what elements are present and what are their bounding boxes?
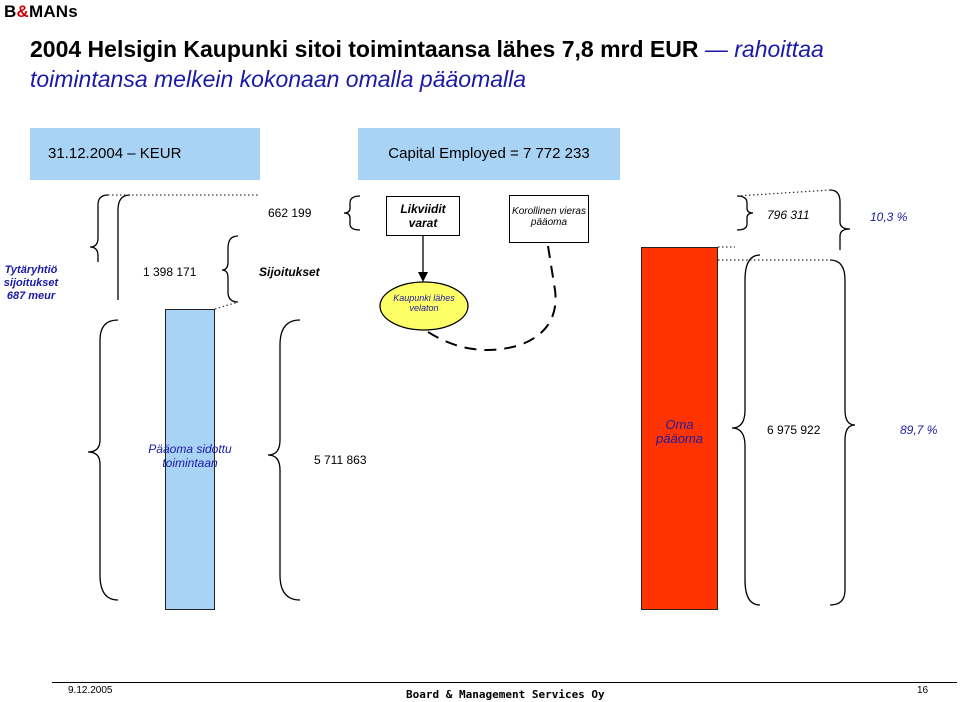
sijoitukset-label: Sijoitukset [259,265,320,279]
dotted-line-sij [214,301,239,310]
likviidit-box: Likviidit varat [386,196,460,236]
slide-title: 2004 Helsigin Kaupunki sitoi toimintaans… [30,34,940,94]
brace-sijoitukset [221,235,239,303]
date-header-box [30,128,260,180]
kaupunki-ellipse [379,281,469,331]
footer-divider [52,682,957,683]
brace-bottom-left [87,319,119,601]
dashed-loop [424,245,557,351]
oma-paaoma-label: Oma pääoma [656,417,703,446]
equity-bar [641,247,718,610]
date-label: 31.12.2004 – KEUR [48,145,182,162]
brace-korollinen [736,195,754,231]
capital-employed-label: Capital Employed = 7 772 233 [388,145,590,162]
footer-company: Board & Management Services Oy [406,688,605,701]
brace-right-bottom [829,259,856,606]
value-1398171: 1 398 171 [143,265,197,279]
page-number: 16 [917,685,929,696]
title-part1: 2004 Helsigin Kaupunki sitoi toimintaans… [30,36,699,62]
value-662199: 662 199 [268,206,312,220]
brace-1398 [117,194,131,300]
brace-left-top [89,194,109,262]
korollinen-box: Korollinen vieras pääoma [509,195,589,243]
kaupunki-label: Kaupunki lähes velaton [393,293,455,313]
brace-oma [731,254,761,606]
title-part2: rahoittaa [727,36,824,62]
dotted-line-right2 [736,189,831,197]
pct-10-3: 10,3 % [870,210,908,224]
brace-likviidit [343,195,361,231]
title-dash: — [698,36,728,62]
footer-date: 9.12.2005 [68,685,113,696]
pct-89-7: 89,7 % [900,423,938,437]
brace-5711 [267,319,301,601]
title-line2: toimintansa melkein kokonaan omalla pääo… [30,66,527,92]
tytaryhtio-label: Tytäryhtiö sijoitukset 687 meur [3,264,59,302]
capital-employed-box [358,128,620,180]
paaoma-sidottu-label: Pääoma sidottu toimintaan [148,442,232,470]
arrow-head [418,272,428,282]
brace-right-top [829,189,851,250]
value-6975922: 6 975 922 [767,423,821,437]
value-5711863: 5 711 863 [314,453,367,467]
company-logo: B&MANs [4,2,78,21]
value-796311: 796 311 [767,208,810,222]
invested-capital-bar [165,309,215,610]
